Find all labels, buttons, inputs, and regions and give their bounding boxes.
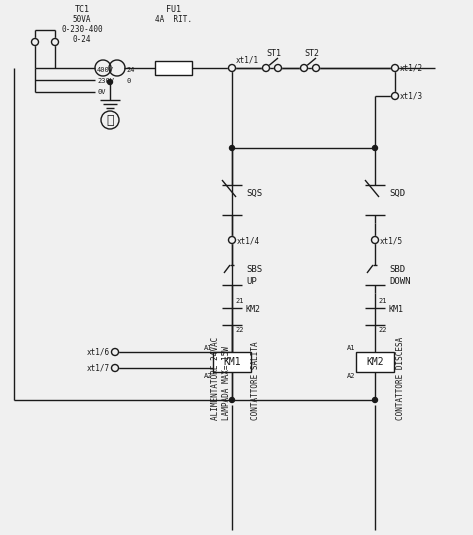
Circle shape [52,39,59,45]
Circle shape [263,65,270,72]
Text: xt1/6: xt1/6 [87,348,110,356]
Text: 0-230-400: 0-230-400 [61,26,103,34]
Text: UP: UP [246,277,257,286]
Circle shape [371,236,378,243]
Circle shape [229,146,235,150]
Text: DOWN: DOWN [389,277,411,286]
Text: 0V: 0V [97,89,105,95]
Text: xt1/1: xt1/1 [236,56,259,65]
Circle shape [229,398,235,402]
FancyBboxPatch shape [356,352,394,372]
Text: KM2: KM2 [366,357,384,367]
Text: xt1/3: xt1/3 [400,91,423,101]
Text: 24: 24 [126,67,134,73]
Text: KM1: KM1 [223,357,241,367]
Text: 400V: 400V [97,67,114,73]
Text: ST1: ST1 [266,50,281,58]
Circle shape [274,65,281,72]
Text: LAMPADA MAX= 15W: LAMPADA MAX= 15W [221,346,230,420]
Text: xt1/7: xt1/7 [87,363,110,372]
Text: A1: A1 [347,345,355,351]
Text: xt1/4: xt1/4 [237,236,260,246]
Text: 4A  RIT.: 4A RIT. [155,16,192,25]
Text: xt1/5: xt1/5 [380,236,403,246]
Text: SQD: SQD [389,188,405,197]
FancyBboxPatch shape [213,352,251,372]
Text: SBS: SBS [246,265,262,274]
Circle shape [107,80,113,85]
Text: SBD: SBD [389,265,405,274]
Circle shape [228,65,236,72]
Text: A1: A1 [203,345,212,351]
Circle shape [373,398,377,402]
Text: 22: 22 [235,327,244,333]
Circle shape [300,65,307,72]
Text: 21: 21 [235,298,244,304]
Circle shape [112,348,119,355]
Text: A2: A2 [347,373,355,379]
Text: 22: 22 [378,327,386,333]
Circle shape [228,236,236,243]
Circle shape [373,146,377,150]
Circle shape [313,65,319,72]
Text: KM2: KM2 [245,305,260,315]
Text: KM1: KM1 [388,305,403,315]
Text: A2: A2 [203,373,212,379]
Text: 0: 0 [126,78,130,84]
Text: FU1: FU1 [166,5,181,14]
Text: CONTATTORE DISCESA: CONTATTORE DISCESA [395,337,404,420]
Text: 21: 21 [378,298,386,304]
Circle shape [32,39,38,45]
Text: xt1/2: xt1/2 [400,64,423,73]
Text: 230V: 230V [97,78,114,84]
Circle shape [101,111,119,129]
Text: SQS: SQS [246,188,262,197]
Circle shape [112,364,119,371]
Circle shape [392,93,398,100]
Text: ⏚: ⏚ [106,113,114,126]
Text: ALIMENTATORE 24VAC: ALIMENTATORE 24VAC [210,337,219,420]
Text: ST2: ST2 [304,50,319,58]
Circle shape [392,65,398,72]
Text: CONTATTORE SALITA: CONTATTORE SALITA [251,341,260,420]
Text: 0-24: 0-24 [73,35,91,44]
Text: TC1: TC1 [75,5,89,14]
Text: 50VA: 50VA [73,16,91,25]
FancyBboxPatch shape [155,61,192,75]
